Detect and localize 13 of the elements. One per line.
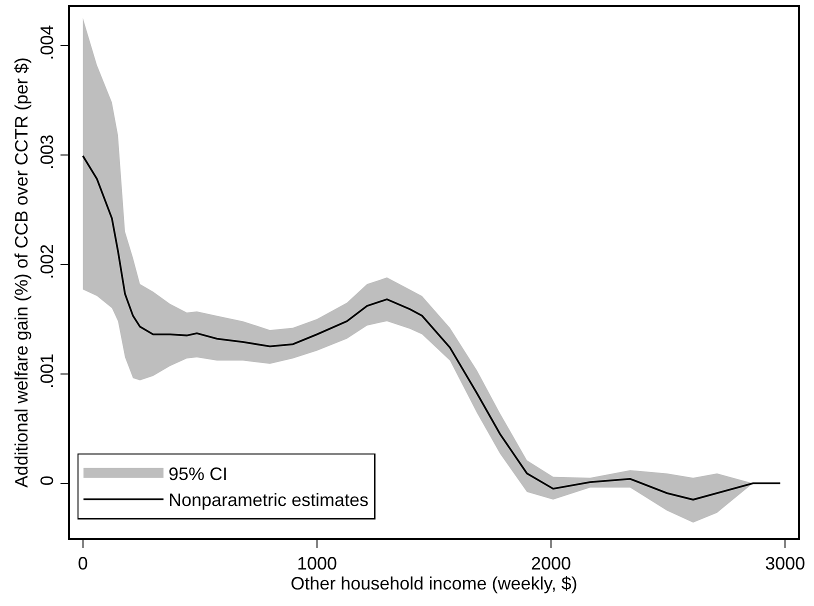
x-tick-label: 3000	[765, 553, 806, 574]
x-tick-label: 1000	[296, 553, 337, 574]
y-axis-title: Additional welfare gain (%) of CCB over CCTR (per $)	[12, 57, 32, 488]
legend-label: Nonparametric estimates	[168, 490, 369, 510]
y-tick-label: .003	[37, 134, 58, 170]
x-tick-label: 0	[78, 553, 88, 574]
y-tick-label: .002	[37, 244, 58, 280]
y-tick-label: .001	[37, 354, 58, 389]
y-tick-label: 0	[37, 476, 58, 486]
x-tick-label: 2000	[531, 553, 572, 574]
y-tick-label: .004	[37, 25, 58, 60]
annotation: 95% CI	[168, 464, 228, 484]
x-axis-title: Other household income (weekly, $)	[290, 573, 578, 594]
